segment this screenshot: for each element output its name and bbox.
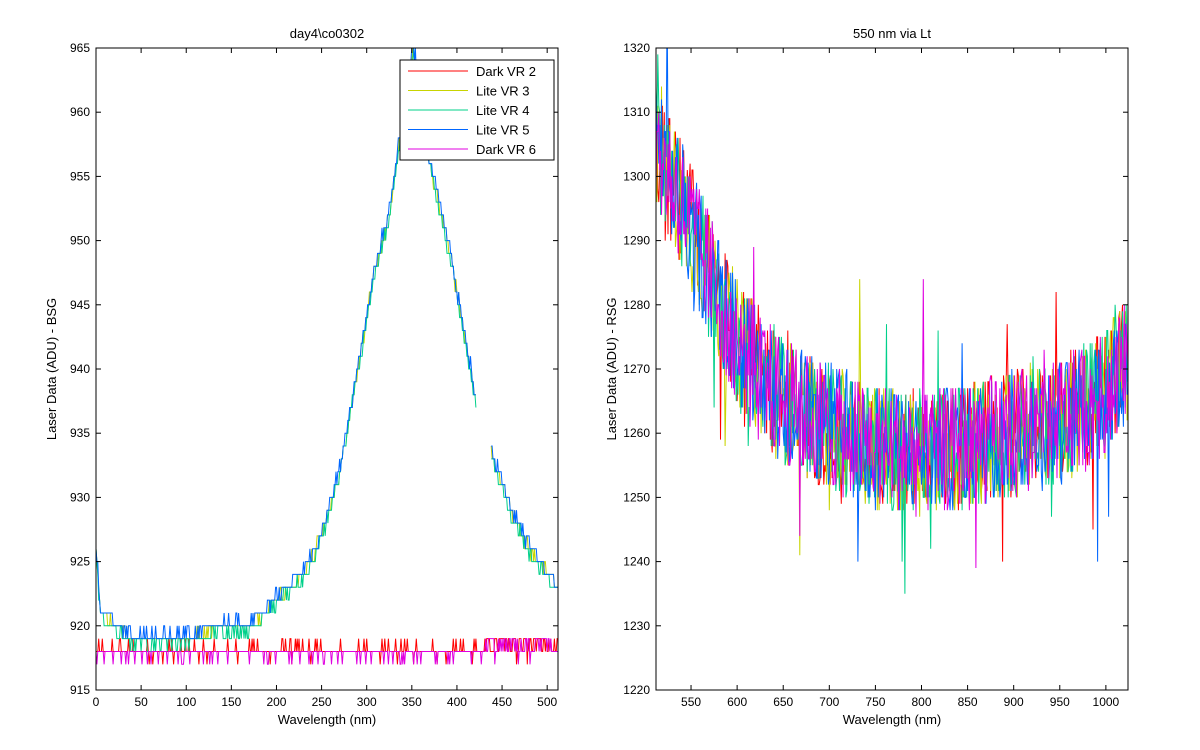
y-tick-label: 915 (70, 683, 90, 697)
y-tick-label: 925 (70, 555, 90, 569)
legend-entry: Lite VR 5 (476, 123, 529, 138)
y-tick-label: 1300 (623, 169, 650, 183)
y-tick-label: 1310 (623, 105, 650, 119)
y-tick-label: 955 (70, 169, 90, 183)
left-plot-area (96, 48, 558, 665)
left-x-axis-label: Wavelength (nm) (278, 712, 377, 727)
x-tick-label: 350 (402, 695, 422, 709)
legend-entry: Dark VR 2 (476, 64, 536, 79)
right-chart-title: 550 nm via Lt (853, 26, 931, 41)
y-tick-label: 1250 (623, 490, 650, 504)
x-tick-label: 600 (727, 695, 747, 709)
series-line-lite-vr-5 (96, 48, 558, 640)
x-tick-label: 750 (865, 695, 885, 709)
x-tick-label: 700 (819, 695, 839, 709)
left-chart-title: day4\co0302 (290, 26, 364, 41)
y-tick-label: 965 (70, 41, 90, 55)
y-tick-label: 1270 (623, 362, 650, 376)
x-tick-label: 850 (958, 695, 978, 709)
x-tick-label: 400 (447, 695, 467, 709)
x-tick-label: 550 (681, 695, 701, 709)
x-tick-label: 900 (1004, 695, 1024, 709)
x-tick-label: 200 (266, 695, 286, 709)
left-y-axis-label: Laser Data (ADU) - BSG (44, 298, 59, 440)
x-tick-label: 100 (176, 695, 196, 709)
y-tick-label: 1220 (623, 683, 650, 697)
x-tick-label: 300 (357, 695, 377, 709)
x-tick-label: 950 (1050, 695, 1070, 709)
x-tick-label: 250 (312, 695, 332, 709)
x-tick-label: 450 (492, 695, 512, 709)
y-tick-label: 950 (70, 234, 90, 248)
y-tick-label: 935 (70, 426, 90, 440)
y-tick-label: 920 (70, 619, 90, 633)
right-plot-area (656, 48, 1128, 594)
y-tick-label: 1230 (623, 619, 650, 633)
legend-entry: Lite VR 3 (476, 84, 529, 99)
right-chart: 550 600 650 700 750 800 850 900 950 1000 1220 1230… (604, 26, 1129, 727)
y-tick-label: 930 (70, 490, 90, 504)
y-tick-label: 960 (70, 105, 90, 119)
left-chart: 0 50 100 150 200 250 300 350 400 450 500 915 920 925… (44, 26, 559, 727)
left-x-ticks: 0 50 100 150 200 250 300 350 400 450 500 (93, 48, 558, 709)
y-tick-label: 940 (70, 362, 90, 376)
right-y-ticks: 1220 1230 1240 1250 1260 1270 1280 1290 1300 1310… (623, 41, 1128, 697)
x-tick-label: 50 (134, 695, 148, 709)
y-tick-label: 1290 (623, 234, 650, 248)
legend-entry: Lite VR 4 (476, 103, 529, 118)
right-x-ticks: 550 600 650 700 750 800 850 900 950 1000 (681, 48, 1120, 709)
y-tick-label: 1280 (623, 298, 650, 312)
legend-entry: Dark VR 6 (476, 142, 536, 157)
x-tick-label: 1000 (1093, 695, 1120, 709)
noise-series-4 (656, 112, 1128, 569)
x-tick-label: 150 (221, 695, 241, 709)
x-tick-label: 0 (93, 695, 100, 709)
x-tick-label: 800 (911, 695, 931, 709)
y-tick-label: 1240 (623, 555, 650, 569)
y-tick-label: 1320 (623, 41, 650, 55)
right-y-axis-label: Laser Data (ADU) - RSG (604, 297, 619, 440)
y-tick-label: 945 (70, 298, 90, 312)
x-tick-label: 650 (773, 695, 793, 709)
y-tick-label: 1260 (623, 426, 650, 440)
left-legend: Dark VR 2 Lite VR 3 Lite VR 4 Lite VR 5 Dark… (399, 59, 555, 161)
series-line-dark-vr-6 (96, 638, 558, 665)
right-x-axis-label: Wavelength (nm) (843, 712, 942, 727)
left-y-ticks: 915 920 925 930 935 940 945 950 955 960 965 (70, 41, 558, 697)
x-tick-label: 500 (537, 695, 557, 709)
